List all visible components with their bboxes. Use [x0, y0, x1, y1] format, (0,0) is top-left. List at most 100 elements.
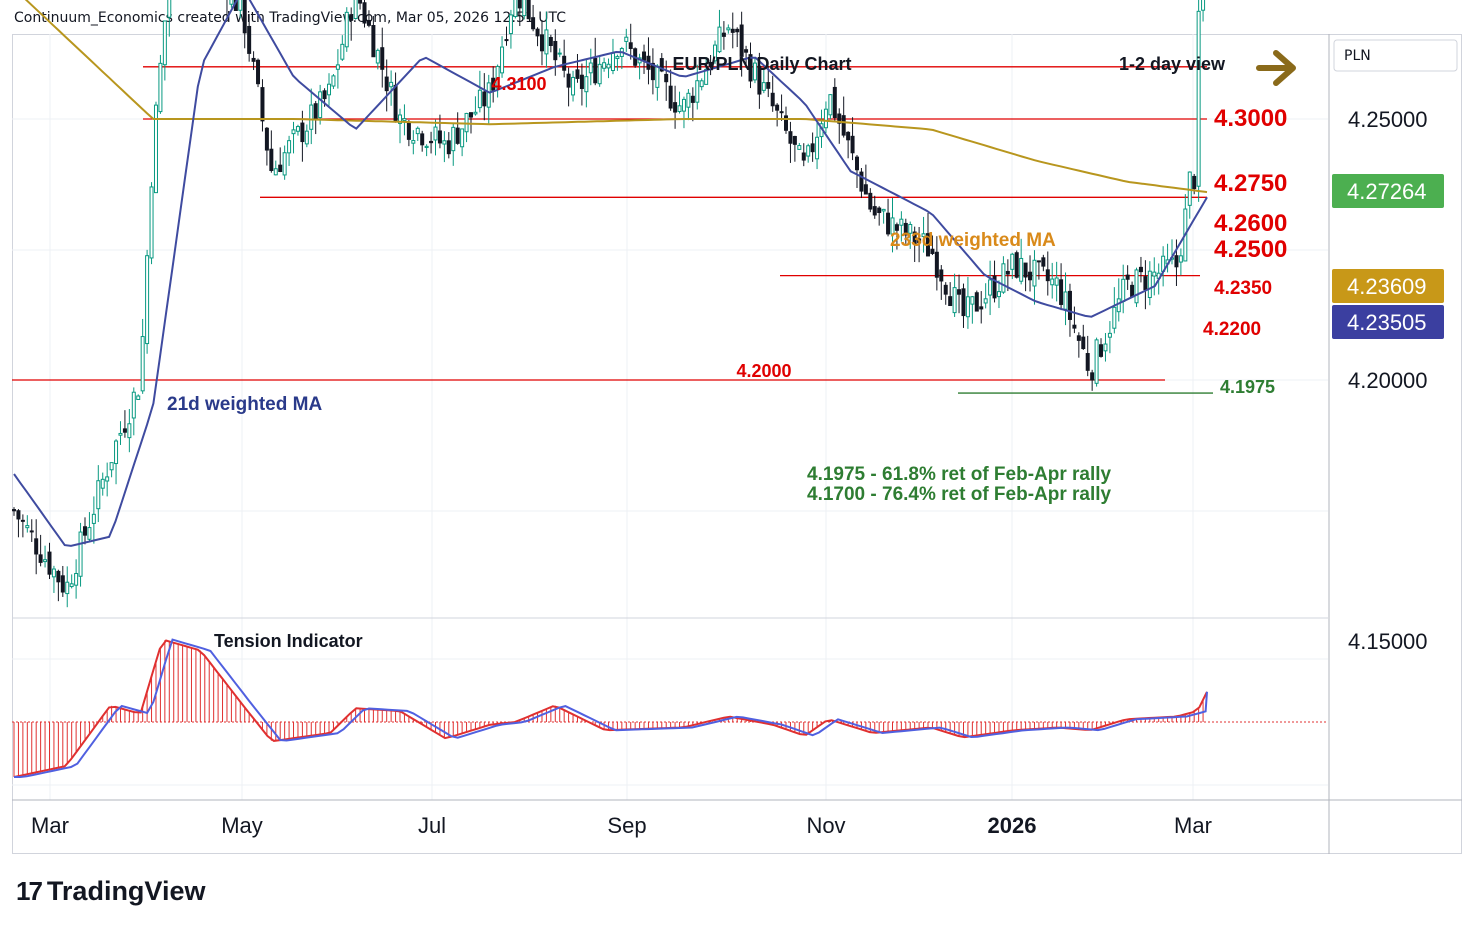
- candle-body: [1063, 291, 1068, 310]
- candle-body: [1121, 278, 1126, 303]
- candle-body: [872, 206, 877, 216]
- candle-body: [1152, 271, 1157, 277]
- candle-body: [1001, 263, 1006, 293]
- candle-body: [761, 82, 766, 91]
- candle-body: [287, 140, 292, 154]
- currency-box: [1333, 39, 1458, 72]
- candle-body: [717, 26, 722, 53]
- candle-body: [1201, 0, 1206, 11]
- candle-body: [1130, 284, 1135, 298]
- candle-body: [34, 538, 39, 555]
- candle-body: [340, 43, 345, 60]
- candle-body: [673, 102, 678, 113]
- candle-body: [318, 91, 323, 119]
- candle-body: [974, 292, 979, 312]
- candle-body: [100, 478, 105, 489]
- candle-body: [109, 462, 114, 471]
- candle-body: [939, 269, 944, 282]
- candle-body: [859, 171, 864, 192]
- candle-body: [313, 103, 318, 120]
- candle-body: [251, 57, 256, 62]
- candle-body: [624, 36, 629, 42]
- candle-body: [256, 59, 261, 85]
- candle-body: [584, 76, 589, 93]
- candle-body: [1054, 277, 1059, 286]
- candle-body: [344, 11, 349, 48]
- candle-body: [1178, 255, 1183, 263]
- candle-body: [593, 58, 598, 84]
- candle-body: [473, 111, 478, 115]
- x-tick-label-Mar: Mar: [31, 813, 69, 838]
- time-axis[interactable]: Mar May Jul Sep Nov 2026 Mar: [31, 813, 1212, 838]
- candle-body: [628, 42, 633, 49]
- candle-body: [78, 531, 83, 577]
- candle-body: [579, 74, 584, 89]
- candle-body: [420, 133, 425, 146]
- candle-body: [1103, 343, 1108, 352]
- x-tick-label-Sep: Sep: [607, 813, 646, 838]
- level-label-4.1975: 4.1975: [1220, 377, 1275, 397]
- candle-body: [1059, 279, 1064, 305]
- candle-body: [96, 480, 101, 510]
- candle-body: [1045, 269, 1050, 282]
- level-label-4.3000: 4.3000: [1214, 105, 1287, 132]
- candle-body: [322, 90, 327, 100]
- price-axis[interactable]: PLN4.300004.250004.200004.150004.272644.…: [1332, 0, 1458, 654]
- candle-body: [575, 69, 580, 79]
- candle-body: [921, 233, 926, 238]
- candle-body: [664, 73, 669, 83]
- candle-body: [477, 89, 482, 109]
- candle-body: [468, 112, 473, 118]
- level-label-4.2200: 4.2200: [1203, 319, 1261, 340]
- candle-body: [380, 47, 385, 70]
- candle-body: [930, 248, 935, 254]
- candle-body: [358, 0, 363, 4]
- candle-body: [801, 152, 806, 161]
- candle-body: [841, 115, 846, 136]
- level-label-4.2750: 4.2750: [1214, 170, 1287, 197]
- candle-body: [1072, 324, 1077, 329]
- candle-body: [548, 37, 553, 47]
- candle-body: [47, 551, 52, 575]
- candle-body: [269, 148, 274, 171]
- candle-body: [273, 168, 278, 176]
- candle-body: [735, 28, 740, 33]
- candle-body: [60, 575, 65, 593]
- candle-body: [136, 395, 141, 400]
- view-note: 1-2 day view: [1119, 54, 1226, 74]
- candle-body: [770, 92, 775, 107]
- candle-body: [82, 526, 87, 536]
- candle-body: [539, 34, 544, 52]
- candle-body: [752, 62, 757, 81]
- candle-body: [242, 0, 247, 34]
- candle-body: [983, 298, 988, 304]
- candle-body: [610, 52, 615, 71]
- candle-body: [238, 0, 243, 11]
- candle-body: [748, 54, 753, 82]
- candle-body: [278, 164, 283, 172]
- candle-body: [247, 25, 252, 54]
- candle-body: [291, 129, 296, 135]
- candle-body: [167, 0, 172, 18]
- tradingview-logo-mark: 17: [16, 876, 43, 906]
- candle-body: [491, 77, 496, 91]
- ma233-label: 233d weighted MA: [890, 230, 1056, 251]
- candle-body: [571, 76, 576, 96]
- candle-body: [331, 75, 336, 87]
- candle-body: [846, 131, 851, 141]
- candle-body: [1174, 255, 1179, 268]
- candle-body: [460, 128, 465, 148]
- candle-body: [908, 223, 913, 234]
- candle-body: [655, 65, 660, 88]
- candle-body: [433, 126, 438, 141]
- candle-body: [158, 62, 163, 113]
- candle-body: [29, 530, 34, 533]
- x-tick-label-2026: 2026: [988, 813, 1037, 838]
- candle-body: [650, 62, 655, 81]
- chart-title: EUR/PLN Daily Chart: [672, 54, 851, 74]
- tradingview-logo[interactable]: 17 TradingView: [16, 876, 205, 907]
- candle-body: [260, 87, 265, 122]
- candle-body: [996, 291, 1001, 298]
- candle-body: [375, 49, 380, 64]
